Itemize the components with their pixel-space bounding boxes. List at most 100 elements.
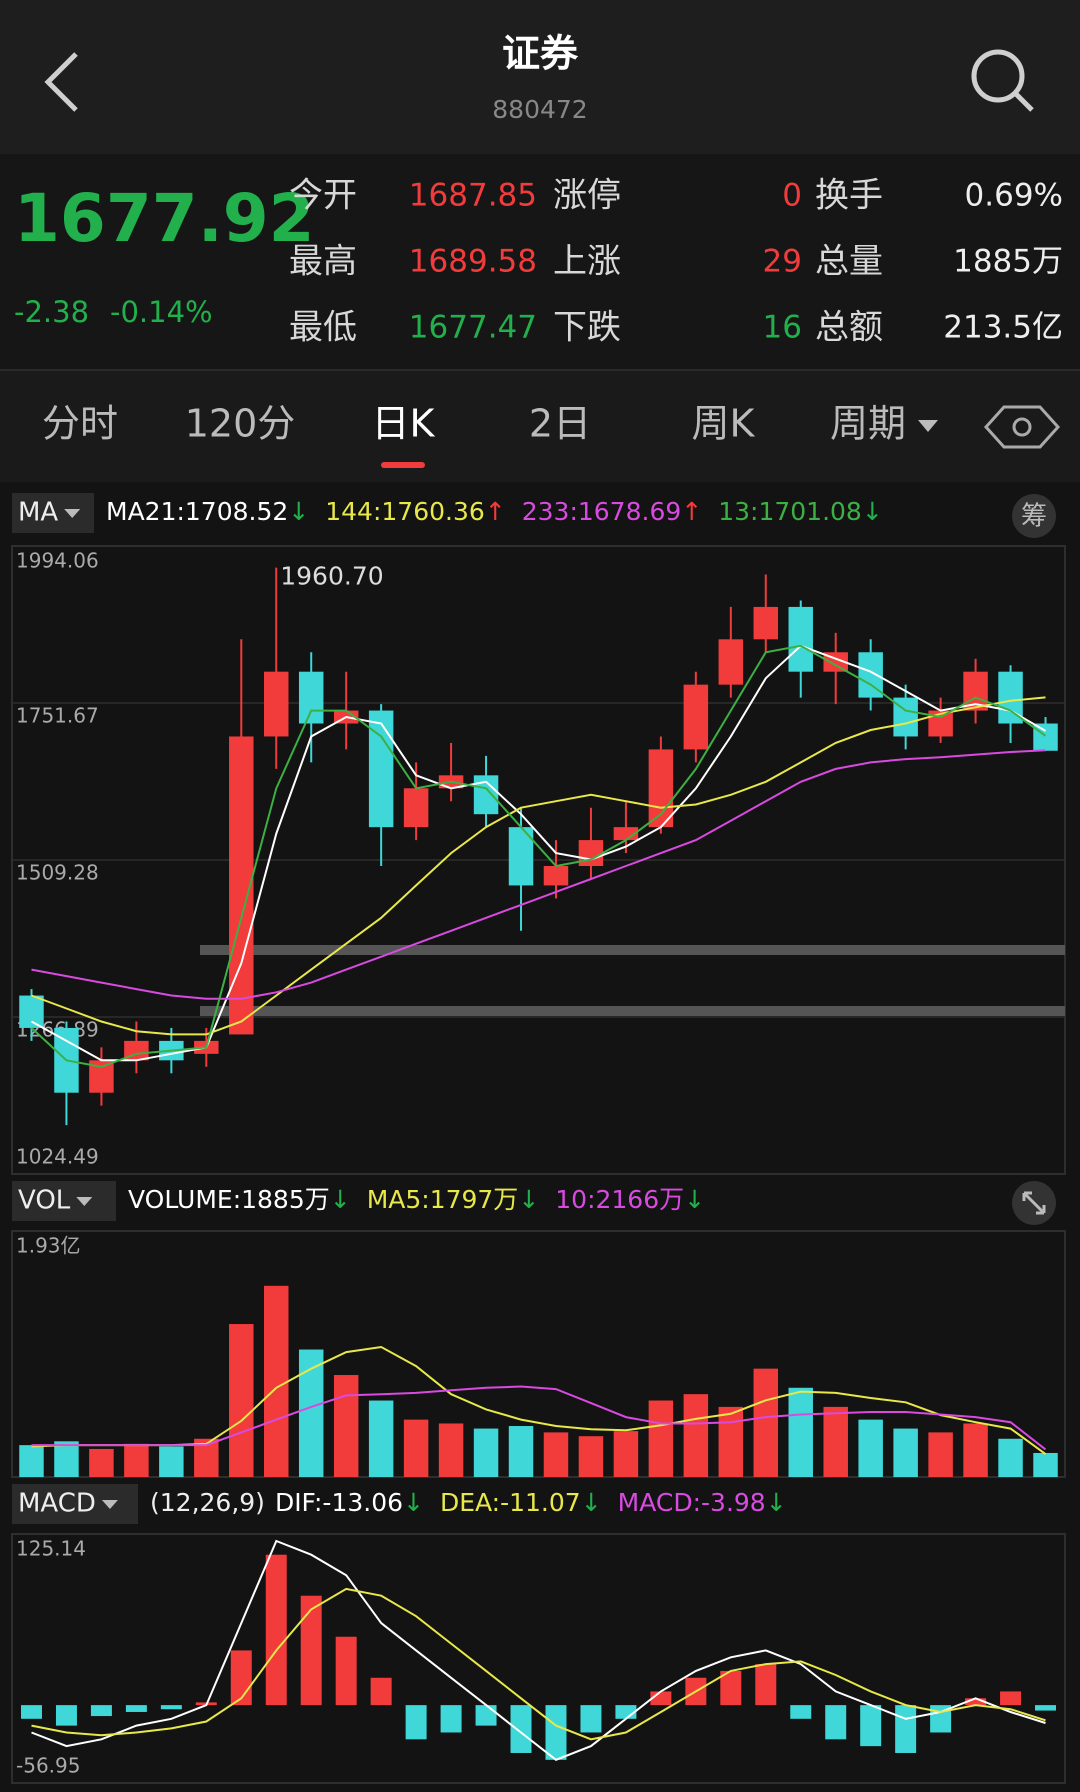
tab[interactable]: 2日 [529, 402, 591, 446]
tab[interactable]: 日K [372, 402, 436, 446]
search-handle [1014, 92, 1034, 112]
ma-line [31, 1587, 1046, 1741]
legend-arrow: ↓ [766, 1488, 787, 1517]
chart-macd: MACD (12,26,9) DIF:-13.06 ↓ DEA:-11.07 ↓ MACD:… [11, 1484, 1066, 1784]
legend-item: 13:1701.08 [718, 497, 862, 526]
legend-item: MA21:1708.52 [106, 497, 288, 526]
macd-bar [1035, 1705, 1057, 1711]
macd-bar [825, 1705, 847, 1740]
volume-bar [54, 1441, 79, 1477]
volume-bar [438, 1423, 464, 1477]
macd-bar [720, 1670, 742, 1706]
ma-line [31, 644, 1047, 1062]
volume-bar [998, 1438, 1023, 1477]
legend-item: MACD:-3.98 [618, 1488, 766, 1517]
stat-value: 0.69% [965, 178, 1063, 214]
macd-bar [125, 1705, 147, 1712]
change: -2.38 [14, 295, 89, 329]
volume-bar [823, 1406, 848, 1477]
macd-bar [545, 1705, 567, 1760]
candle-body [578, 840, 604, 867]
legend-arrow: ↓ [288, 497, 309, 526]
macd-bar [580, 1705, 602, 1733]
hex-settings[interactable] [983, 405, 1061, 449]
volume-bar [508, 1426, 534, 1477]
tab[interactable]: 120分 [185, 402, 296, 446]
support-band [200, 945, 1065, 955]
legend-arrow: ↓ [862, 497, 883, 526]
candle-body [403, 788, 429, 828]
y-tick-label: 1.93亿 [16, 1234, 81, 1258]
stat-value: 1885万 [953, 244, 1063, 280]
indicator-box[interactable] [12, 1181, 116, 1221]
candle-body [1033, 723, 1058, 751]
volume-bar [543, 1432, 569, 1477]
indicator-name[interactable]: MACD [18, 1489, 96, 1519]
indicator-box[interactable] [12, 493, 94, 533]
stat-label: 换手 [815, 176, 883, 216]
legend-arrow: ↑ [681, 497, 702, 526]
volume-bar [124, 1443, 149, 1477]
macd-bar [55, 1705, 77, 1726]
volume-bar [893, 1428, 918, 1477]
legend-arrow: ↓ [684, 1185, 705, 1214]
tabs-bg [0, 370, 1080, 482]
volume-bar [718, 1406, 744, 1477]
volume-bar [963, 1423, 988, 1477]
candle-body [19, 995, 44, 1028]
indicator-name[interactable]: MA [18, 498, 58, 528]
legend-item: 10:2166万 [555, 1185, 684, 1214]
chip-button-bg[interactable] [1012, 494, 1056, 538]
back-button[interactable] [44, 52, 78, 112]
volume-bar [648, 1400, 674, 1477]
stock-code: 880472 [492, 95, 587, 124]
volume-bar [683, 1394, 709, 1477]
search-button[interactable] [971, 49, 1034, 112]
stat-label: 最低 [289, 308, 357, 348]
macd-bar [405, 1705, 427, 1740]
volume-bar [578, 1436, 604, 1477]
indicator-caret [101, 1500, 118, 1509]
stat-value: 1677.47 [409, 310, 537, 346]
indicator-caret [76, 1197, 93, 1206]
volume-bar [788, 1387, 813, 1477]
macd-bar [475, 1705, 497, 1726]
stat-label: 最高 [289, 242, 357, 282]
macd-bar [370, 1677, 392, 1706]
stat-value: 16 [763, 310, 802, 346]
title: 证券 [502, 32, 579, 76]
macd-bar [335, 1636, 357, 1706]
legend-item: MA5:1797万 [367, 1185, 519, 1214]
candle-body [264, 671, 289, 737]
tab[interactable]: 周期 [830, 402, 906, 446]
legend-arrow: ↓ [330, 1185, 351, 1214]
indicator-name[interactable]: VOL [18, 1186, 71, 1216]
y-tick-label: -56.95 [16, 1754, 80, 1778]
price: 1677.92 [14, 180, 315, 257]
ma-line [31, 696, 1046, 1036]
ma-line [31, 749, 1046, 1000]
stat-label: 涨停 [553, 176, 621, 216]
stat-value: 213.5亿 [943, 310, 1063, 346]
candle-body [718, 639, 744, 685]
stat-value: 1687.85 [409, 178, 537, 214]
volume-bar [159, 1446, 184, 1477]
dropdown-caret [918, 420, 938, 432]
macd-bar [755, 1664, 777, 1706]
stat-label: 今开 [289, 176, 357, 216]
tab[interactable]: 分时 [42, 402, 118, 446]
stat-label: 下跌 [553, 308, 621, 348]
header-bg [0, 0, 1080, 154]
macd-bar [895, 1705, 917, 1753]
volume-bar [333, 1375, 359, 1477]
y-tick-label: 125.14 [16, 1537, 86, 1561]
macd-bar [860, 1705, 882, 1747]
macd-bar [510, 1705, 532, 1753]
volume-bar [613, 1431, 639, 1477]
tab[interactable]: 周K [692, 402, 756, 446]
chip-button[interactable]: 筹 [1021, 502, 1047, 532]
volume-bar [403, 1419, 429, 1477]
indicator-box[interactable] [12, 1484, 138, 1524]
volume-bar [473, 1428, 499, 1477]
